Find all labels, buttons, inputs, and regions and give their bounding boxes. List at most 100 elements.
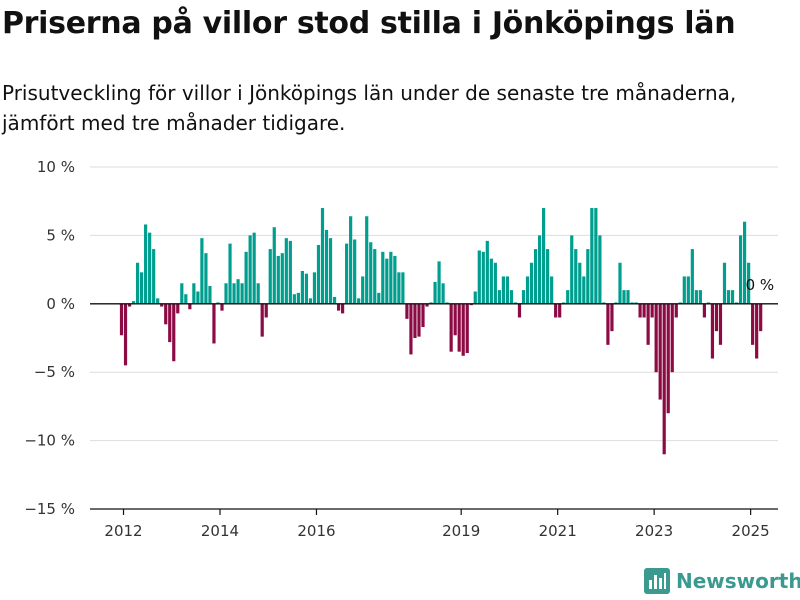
bar [485,240,489,304]
bar [747,262,751,304]
bar [469,303,473,306]
bar [730,290,735,304]
bar [461,303,465,356]
bar [357,298,361,304]
bar [433,281,437,304]
bar [650,303,654,318]
axes [90,303,778,510]
bar [168,303,172,343]
bar [397,272,401,304]
bar [626,290,630,304]
x-axis-labels: 2012 2014 2016 2019 2021 2023 2025 [104,509,770,540]
bar [320,208,325,304]
bar [212,303,216,344]
bar [614,302,618,304]
bar [586,249,590,304]
bar [236,279,240,304]
bar [578,262,582,304]
bar [385,258,389,304]
bar [743,221,747,304]
bar [554,303,558,318]
bar-chart: 10 %5 %0 %−5 %−10 %−15 % 2012 2014 2016 201… [24,158,778,540]
bar [714,303,719,332]
bar [224,283,228,304]
bar [546,249,550,304]
bar [658,303,662,400]
bar [662,303,666,455]
bar [550,276,554,304]
last-value-label: 0 % [746,276,775,294]
bar [324,229,329,304]
bar [429,302,433,304]
bar [135,262,140,304]
bar [525,276,530,304]
bar [180,283,184,304]
bar [497,290,501,304]
bar [131,301,136,304]
bar [332,296,337,304]
bar [489,258,493,304]
bar [521,290,526,304]
chart-subtitle: Prisutveckling för villor i Jönköpings l… [2,81,737,135]
bar [477,250,481,304]
bar [654,303,658,373]
bar [642,303,646,318]
bar [425,303,429,307]
bar [328,238,333,304]
bar [465,303,469,354]
bar [272,227,276,304]
y-tick-label: 0 % [46,295,75,313]
bar [566,290,570,304]
bar [288,240,292,304]
bar [473,291,477,304]
bar [284,238,288,304]
bar [594,208,598,304]
bar [345,243,349,304]
chart-title: Priserna på villor stod stilla i Jönköpi… [2,6,736,41]
bar [401,272,405,304]
x-tick-label: 2021 [539,522,577,540]
bar [449,303,453,352]
bar [413,303,417,338]
bar [570,235,574,304]
bar [690,249,694,304]
bar [517,303,522,318]
bar [755,303,759,359]
bar [349,216,353,304]
bar [148,232,152,304]
bar [127,303,132,307]
bar [244,251,248,304]
bar [542,208,546,304]
bar [264,303,268,318]
bar [537,235,542,304]
bar [674,303,678,318]
x-tick-label: 2012 [104,522,142,540]
bar [381,251,385,304]
bar [702,303,706,318]
bar [505,276,510,304]
bar [296,292,300,304]
bar [276,255,280,304]
bar [140,272,144,304]
bar [441,283,445,304]
bar [533,249,538,304]
x-tick-label: 2014 [201,522,239,540]
x-tick-label: 2025 [732,522,770,540]
bar [622,290,626,304]
bar [300,270,304,304]
bar [369,242,373,304]
bar [682,276,686,304]
bar [393,255,397,304]
bar [694,290,698,304]
bar [638,303,642,318]
bar [152,249,156,304]
bar [353,239,357,304]
bar [590,208,594,304]
bar [192,283,196,304]
bar [208,286,212,304]
bar [634,302,638,304]
bar [574,249,578,304]
x-tick-label: 2019 [442,522,480,540]
y-tick-label: −5 % [34,363,75,381]
bar [204,253,208,304]
